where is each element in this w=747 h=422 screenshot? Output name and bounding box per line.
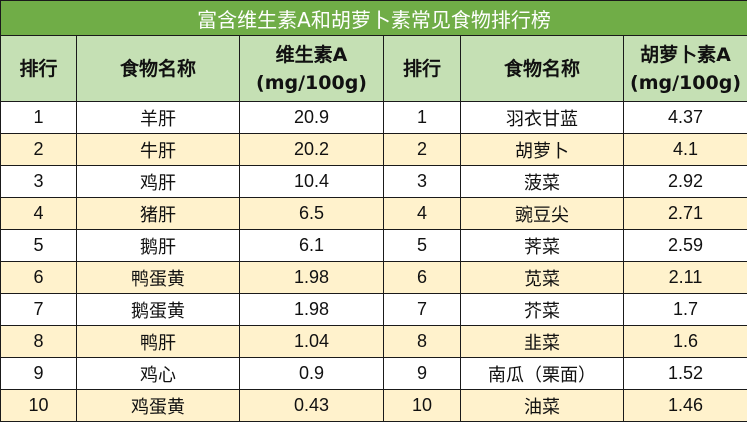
header-vitamin-a-unit: (mg/100g) <box>240 69 383 97</box>
food-name-vitamin-a-cell: 鹅肝 <box>77 230 240 262</box>
food-name-vitamin-a-cell: 鸡肝 <box>77 166 240 198</box>
rank-vitamin-a-cell: 1 <box>1 102 77 134</box>
food-name-carotene-cell: 菠菜 <box>461 166 624 198</box>
food-name-carotene-cell: 荠菜 <box>461 230 624 262</box>
rank-vitamin-a-cell: 7 <box>1 294 77 326</box>
food-name-vitamin-a-cell: 羊肝 <box>77 102 240 134</box>
food-name-carotene-cell: 芥菜 <box>461 294 624 326</box>
carotene-value-cell: 1.7 <box>624 294 747 326</box>
carotene-value-cell: 2.71 <box>624 198 747 230</box>
rank-vitamin-a-cell: 9 <box>1 358 77 390</box>
rank-carotene-cell: 2 <box>384 134 461 166</box>
food-name-vitamin-a-cell: 鸭肝 <box>77 326 240 358</box>
carotene-value-cell: 4.37 <box>624 102 747 134</box>
rank-carotene-cell: 9 <box>384 358 461 390</box>
rank-vitamin-a-cell: 8 <box>1 326 77 358</box>
vitamin-a-value-cell: 20.9 <box>240 102 384 134</box>
header-carotene-unit: (mg/100g) <box>624 69 747 97</box>
food-name-carotene-cell: 南瓜（栗面） <box>461 358 624 390</box>
header-food-name-vitamin-a: 食物名称 <box>77 36 240 102</box>
food-name-carotene-cell: 韭菜 <box>461 326 624 358</box>
food-name-vitamin-a-cell: 鸡心 <box>77 358 240 390</box>
header-carotene-title: 胡萝卜素A <box>624 41 747 69</box>
carotene-value-cell: 4.1 <box>624 134 747 166</box>
vitamin-a-value-cell: 1.98 <box>240 262 384 294</box>
rank-carotene-cell: 10 <box>384 390 461 422</box>
carotene-value-cell: 1.52 <box>624 358 747 390</box>
header-food-name-carotene: 食物名称 <box>461 36 624 102</box>
carotene-value-cell: 1.46 <box>624 390 747 422</box>
rank-carotene-cell: 4 <box>384 198 461 230</box>
rank-carotene-cell: 7 <box>384 294 461 326</box>
rank-carotene-cell: 8 <box>384 326 461 358</box>
food-name-vitamin-a-cell: 鹅蛋黄 <box>77 294 240 326</box>
carotene-value-cell: 2.59 <box>624 230 747 262</box>
food-name-carotene-cell: 油菜 <box>461 390 624 422</box>
rank-carotene-cell: 6 <box>384 262 461 294</box>
food-name-carotene-cell: 胡萝卜 <box>461 134 624 166</box>
food-name-vitamin-a-cell: 鸭蛋黄 <box>77 262 240 294</box>
carotene-value-cell: 2.11 <box>624 262 747 294</box>
vitamin-a-value-cell: 1.04 <box>240 326 384 358</box>
rank-vitamin-a-cell: 3 <box>1 166 77 198</box>
rank-carotene-cell: 3 <box>384 166 461 198</box>
vitamin-a-value-cell: 1.98 <box>240 294 384 326</box>
header-carotene: 胡萝卜素A (mg/100g) <box>624 36 747 102</box>
table-title: 富含维生素A和胡萝卜素常见食物排行榜 <box>1 1 747 36</box>
rank-carotene-cell: 5 <box>384 230 461 262</box>
food-name-vitamin-a-cell: 鸡蛋黄 <box>77 390 240 422</box>
header-rank-carotene: 排行 <box>384 36 461 102</box>
food-name-carotene-cell: 羽衣甘蓝 <box>461 102 624 134</box>
carotene-value-cell: 1.6 <box>624 326 747 358</box>
vitamin-a-value-cell: 20.2 <box>240 134 384 166</box>
header-vitamin-a-title: 维生素A <box>240 41 383 69</box>
food-name-vitamin-a-cell: 牛肝 <box>77 134 240 166</box>
rank-vitamin-a-cell: 10 <box>1 390 77 422</box>
header-vitamin-a: 维生素A (mg/100g) <box>240 36 384 102</box>
vitamin-a-value-cell: 10.4 <box>240 166 384 198</box>
food-name-vitamin-a-cell: 猪肝 <box>77 198 240 230</box>
header-row: 排行 食物名称 维生素A (mg/100g) 排行 食物名称 胡萝卜素A (mg… <box>1 36 747 102</box>
vitamin-a-value-cell: 0.9 <box>240 358 384 390</box>
food-name-carotene-cell: 苋菜 <box>461 262 624 294</box>
vitamin-a-value-cell: 6.5 <box>240 198 384 230</box>
carotene-value-cell: 2.92 <box>624 166 747 198</box>
rank-vitamin-a-cell: 4 <box>1 198 77 230</box>
rank-vitamin-a-cell: 5 <box>1 230 77 262</box>
vitamin-a-value-cell: 6.1 <box>240 230 384 262</box>
food-name-carotene-cell: 豌豆尖 <box>461 198 624 230</box>
rank-vitamin-a-cell: 6 <box>1 262 77 294</box>
rank-vitamin-a-cell: 2 <box>1 134 77 166</box>
rank-carotene-cell: 1 <box>384 102 461 134</box>
vitamin-a-value-cell: 0.43 <box>240 390 384 422</box>
header-rank-vitamin-a: 排行 <box>1 36 77 102</box>
